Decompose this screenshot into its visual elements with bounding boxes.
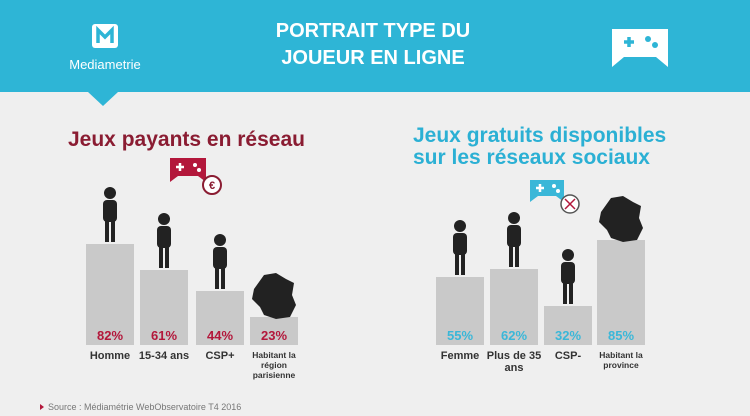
controller-icon xyxy=(612,29,668,67)
chart-title: Jeux payants en réseau xyxy=(68,128,305,151)
category-label: Femme xyxy=(440,350,480,362)
value-label: 23% xyxy=(260,328,288,343)
person-icon xyxy=(453,220,467,276)
bar xyxy=(490,268,538,345)
category-label: 15-34 ans xyxy=(138,350,190,362)
category-label: Habitant la province xyxy=(599,350,643,370)
value-label: 44% xyxy=(206,328,234,343)
person-icon xyxy=(157,212,171,268)
brand-name: Mediametrie xyxy=(69,57,141,72)
bar xyxy=(86,244,134,345)
category-label: Plus de 35 ans xyxy=(486,350,542,374)
value-label: 82% xyxy=(96,328,124,343)
person-icon xyxy=(507,211,521,267)
bar xyxy=(140,269,188,345)
value-label: 55% xyxy=(446,328,474,343)
category-label: CSP+ xyxy=(205,350,235,362)
person-icon xyxy=(103,187,117,243)
header-notch xyxy=(88,92,118,106)
person-icon xyxy=(213,233,227,289)
free-game-icon xyxy=(530,180,580,214)
chart-title: Jeux gratuits disponibles sur les réseau… xyxy=(413,124,667,169)
person-icon xyxy=(561,248,575,304)
category-label: Habitant la région parisienne xyxy=(252,350,296,380)
svg-text:€: € xyxy=(209,180,215,192)
value-label: 85% xyxy=(607,328,635,343)
bar xyxy=(250,316,298,345)
value-label: 32% xyxy=(554,328,582,343)
category-label: Homme xyxy=(89,350,131,362)
bar xyxy=(544,305,592,345)
paid-game-icon: € xyxy=(170,158,222,195)
source-note: Source : Médiamétrie WebObservatoire T4 … xyxy=(40,402,241,412)
map-icon xyxy=(252,272,296,319)
bar xyxy=(597,240,645,345)
map-icon xyxy=(599,196,643,243)
page-title: PORTRAIT TYPE DU JOUEUR EN LIGNE xyxy=(275,20,471,69)
value-label: 62% xyxy=(500,328,528,343)
value-label: 61% xyxy=(150,328,178,343)
bar xyxy=(196,290,244,345)
bar xyxy=(436,277,484,345)
brand-logo xyxy=(92,24,118,48)
category-label: CSP- xyxy=(554,350,582,362)
